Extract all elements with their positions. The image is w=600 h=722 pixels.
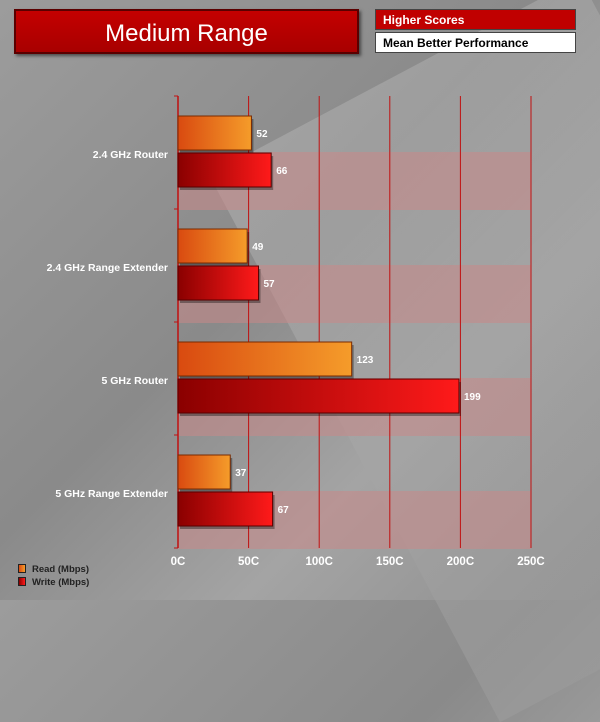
better-performance-label: Mean Better Performance [375, 32, 576, 53]
x-tick-label: 200C [447, 556, 475, 568]
data-label: 57 [263, 279, 275, 290]
bar-read [177, 115, 252, 151]
x-tick-label: 50C [238, 556, 259, 568]
bar-read [177, 228, 248, 264]
read-swatch-icon [18, 564, 26, 573]
data-label: 52 [256, 129, 268, 140]
legend-read-label: Read (Mbps) [32, 564, 89, 575]
category-label: 5 GHz Router [101, 375, 168, 387]
bar-write [177, 265, 259, 301]
data-label: 67 [278, 505, 290, 516]
write-swatch-icon [18, 577, 26, 586]
category-label: 2.4 GHz Router [93, 149, 168, 161]
bar-read [177, 454, 231, 490]
data-label: 37 [235, 468, 247, 479]
category-label: 2.4 GHz Range Extender [47, 262, 168, 274]
data-label: 66 [276, 166, 288, 177]
legend-read: Read (Mbps) [18, 564, 89, 575]
bar-write [177, 491, 274, 527]
legend-write-label: Write (Mbps) [32, 577, 90, 588]
x-tick-label: 150C [376, 556, 404, 568]
data-label: 199 [464, 392, 481, 403]
bar-write [177, 378, 460, 414]
data-label: 49 [252, 242, 264, 253]
chart-title: Medium Range [14, 9, 359, 54]
category-label: 5 GHz Range Extender [55, 488, 168, 500]
x-tick-label: 250C [517, 556, 545, 568]
legend-write: Write (Mbps) [18, 577, 89, 588]
bar-read [177, 341, 353, 377]
x-tick-label: 0C [171, 556, 186, 568]
x-tick-label: 100C [305, 556, 333, 568]
higher-scores-label: Higher Scores [375, 9, 576, 30]
bar-chart: 0C 50C 100C 150C 200C 250C 2.4 GHz Router 52 66 2… [47, 95, 545, 568]
data-label: 123 [357, 355, 374, 366]
bar-write [177, 152, 272, 188]
